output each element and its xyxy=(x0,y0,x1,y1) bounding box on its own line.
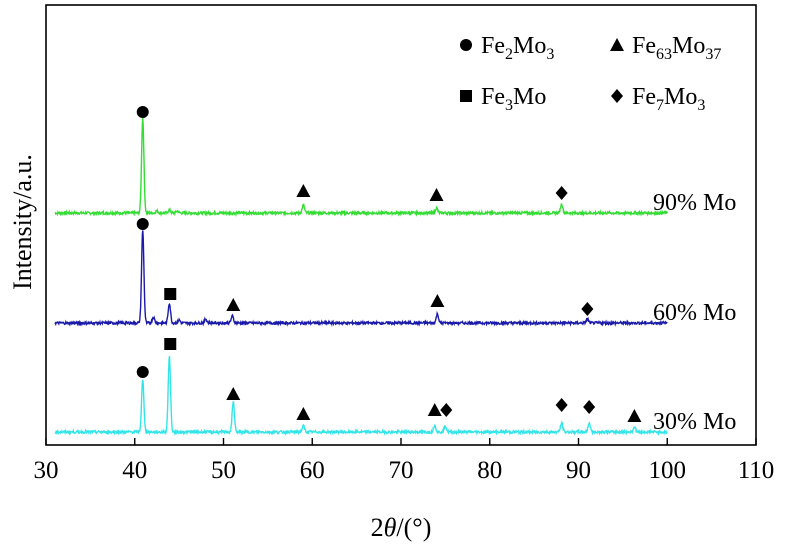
trace-90-mo xyxy=(54,117,668,217)
phase-markers xyxy=(136,106,642,422)
traces xyxy=(54,117,668,436)
circle-marker xyxy=(136,218,149,230)
legend: Fe2Mo3 Fe63Mo37 Fe3Mo Fe7Mo3 xyxy=(460,33,721,114)
diamond-marker xyxy=(583,400,596,414)
x-axis-label: 2θ/(°) xyxy=(371,513,432,542)
x-tick-label: 90 xyxy=(566,457,591,484)
trace-60-mo xyxy=(54,230,668,327)
diamond-marker xyxy=(440,403,453,417)
legend-label: Fe3Mo xyxy=(481,84,546,114)
x-tick-label: 50 xyxy=(211,457,236,484)
circle-marker xyxy=(136,366,149,378)
triangle-marker xyxy=(226,387,241,400)
series-labels: 90% Mo 60% Mo 30% Mo xyxy=(653,190,736,435)
triangle-marker xyxy=(429,188,444,201)
series-label: 60% Mo xyxy=(653,300,736,326)
diamond-marker xyxy=(555,398,568,412)
x-tick-label: 80 xyxy=(477,457,502,484)
series-label: 90% Mo xyxy=(653,190,736,216)
trace-30-mo xyxy=(54,355,668,436)
x-tick-label: 100 xyxy=(649,457,687,484)
series-label: 30% Mo xyxy=(653,409,736,435)
diamond-legend-icon xyxy=(611,89,623,103)
legend-label: Fe7Mo3 xyxy=(632,84,705,114)
diamond-marker xyxy=(555,186,568,200)
circle-marker xyxy=(136,106,149,118)
circle-legend-icon xyxy=(460,39,472,51)
square-marker xyxy=(164,288,177,300)
triangle-marker xyxy=(296,407,311,420)
x-tick-label: 70 xyxy=(389,457,414,484)
triangle-marker xyxy=(296,184,311,197)
diamond-marker xyxy=(581,302,594,316)
square-legend-icon xyxy=(460,90,472,102)
x-tick-label: 40 xyxy=(122,457,147,484)
x-ticks: 30 40 50 60 70 80 90 100 110 xyxy=(34,438,775,484)
triangle-legend-icon xyxy=(610,38,624,51)
triangle-marker xyxy=(226,298,241,311)
x-tick-label: 110 xyxy=(738,457,775,484)
x-tick-label: 30 xyxy=(34,457,59,484)
y-axis-label: Intensity/a.u. xyxy=(8,154,37,290)
triangle-marker xyxy=(427,403,442,416)
triangle-marker xyxy=(627,409,642,422)
legend-label: Fe2Mo3 xyxy=(481,33,554,63)
square-marker xyxy=(164,338,177,350)
triangle-marker xyxy=(430,294,445,307)
plot-frame xyxy=(45,4,757,446)
legend-label: Fe63Mo37 xyxy=(632,33,721,63)
x-tick-label: 60 xyxy=(300,457,325,484)
